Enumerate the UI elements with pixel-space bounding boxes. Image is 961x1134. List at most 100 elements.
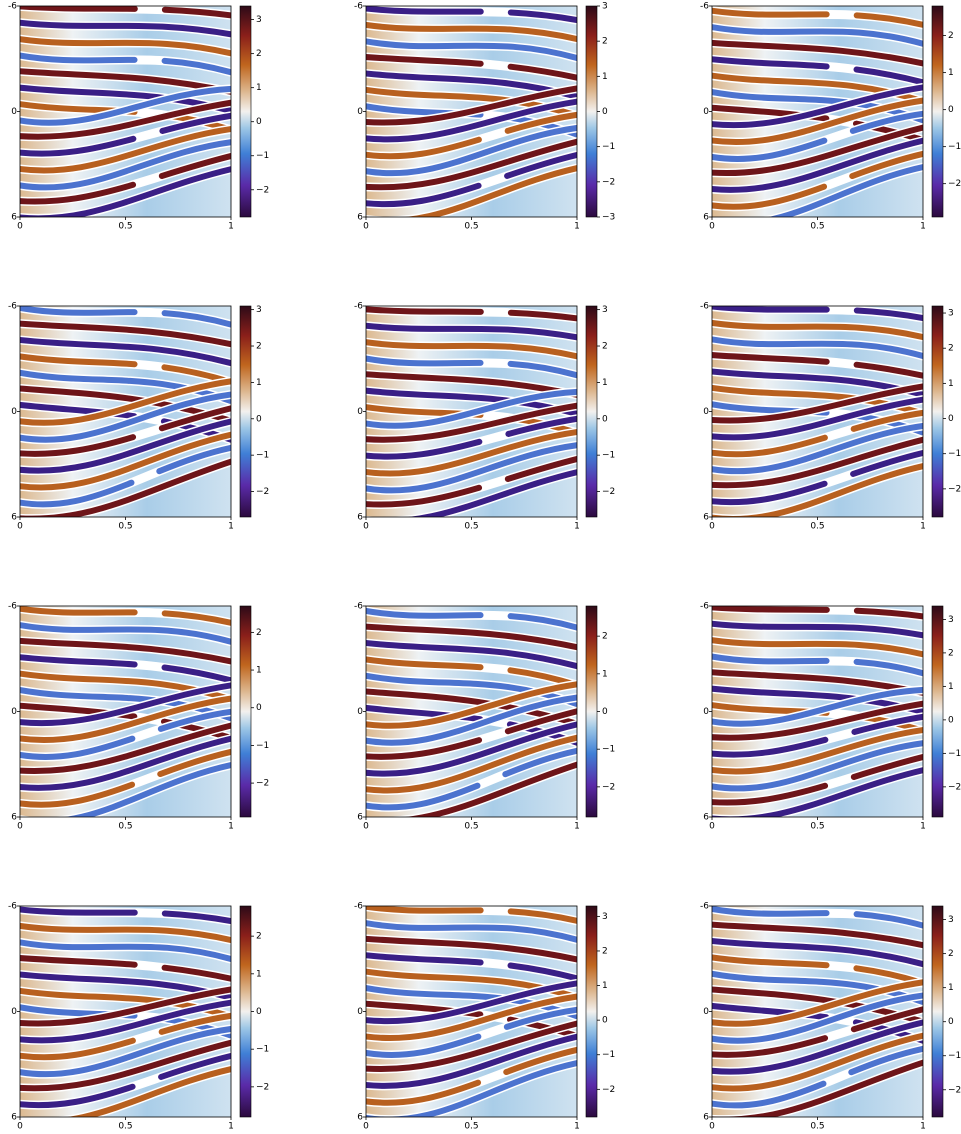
colorbar-tick-label: 2 [602,946,608,956]
x-tick-label: 0 [17,822,23,832]
field-stripe [712,409,923,458]
field-stripe [20,36,231,57]
colorbar-tick-label: 2 [948,648,954,658]
field [366,306,577,517]
colorbar-tick-label: −1 [256,451,269,461]
field-stripe [712,352,923,379]
y-tick-label: 0 [703,407,709,417]
colorbar-tick-label: 2 [602,632,608,642]
colorbar-tick-label: −2 [256,487,269,497]
field-stripe [712,7,923,28]
field-stripe [366,371,577,398]
y-tick-label: -6 [700,902,709,912]
field-stripe [712,137,923,193]
colorbar-tick-label: −1 [256,1045,269,1055]
colorbar-tick-label: −1 [948,749,961,759]
colorbar-tick-label: −2 [948,484,961,494]
colorbar-tick-label: −2 [602,487,615,497]
colorbar-tick-label: 2 [256,342,262,352]
x-tick-label: 1 [574,522,580,532]
field-stripe [20,695,231,744]
field-stripe [712,1059,923,1117]
colorbar-tick-label: 2 [256,49,262,59]
field-stripe [712,150,923,210]
field-stripe [712,700,923,741]
field-stripe [712,39,923,67]
field [712,6,923,217]
field-stripe [20,622,231,645]
field-stripe [366,993,577,1042]
colorbar [585,905,598,1118]
colorbar [931,5,944,218]
field-stripe [366,388,577,429]
y-tick-label: 6 [357,1113,363,1123]
field-stripe [712,88,923,124]
field-stripe [366,952,577,982]
field-stripe [20,99,231,140]
x-tick-label: 0.5 [464,522,478,532]
x-tick-label: 0 [363,222,369,232]
colorbar-tick-label: −2 [256,1082,269,1092]
colorbar-tick-label: 1 [256,666,262,676]
x-tick-label: 0 [17,1122,23,1132]
field-stripe [712,84,923,129]
x-tick-label: 0 [17,222,23,232]
colorbar-tick-label: 0 [602,1016,608,1026]
field-stripe [366,623,577,651]
field-stripe [20,378,231,426]
field-stripe [712,319,923,341]
colorbar-tick-label: 0 [948,1017,954,1027]
field-stripe [712,124,923,177]
field [20,306,231,517]
colorbar-tick-label: −2 [948,782,961,792]
field-stripe [20,722,231,775]
field-stripe [366,442,577,494]
x-tick-label: 1 [228,1122,234,1132]
field-stripe [767,164,923,217]
colorbar-tick-label: −1 [256,741,269,751]
y-tick-label: 6 [357,213,363,223]
colorbar-tick-label: 1 [256,969,262,979]
field-stripe [366,455,577,508]
colorbar-tick-label: 2 [948,949,954,959]
field-stripe [366,672,577,708]
x-tick-label: 0.5 [464,1122,478,1132]
field-stripe [366,125,577,177]
colorbar-tick-label: 3 [948,615,954,625]
colorbar-tick-label: 1 [948,682,954,692]
colorbar-tick-label: −3 [602,213,615,223]
field-stripe [20,391,231,443]
colorbar [585,5,598,218]
field-stripe [366,721,577,777]
field-stripe [366,151,577,208]
y-tick-label: -6 [8,302,17,312]
field-stripe [712,1019,923,1075]
field-stripe [366,339,577,360]
field-stripe [20,68,231,95]
field-stripe [712,937,923,968]
y-tick-label: -6 [354,902,363,912]
y-tick-label: 6 [357,813,363,823]
y-tick-label: 0 [703,107,709,117]
y-tick-label: -6 [8,2,17,12]
field-stripe [712,449,923,506]
field-stripe [20,431,231,491]
x-tick-label: 0 [709,822,715,832]
field-stripe [20,1039,231,1092]
y-tick-label: 0 [703,1007,709,1017]
field-stripe [366,984,577,1020]
colorbar [239,305,252,518]
colorbar [239,905,252,1118]
colorbar-tick-label: 2 [256,628,262,638]
field-stripe [20,1012,231,1061]
field-stripe [712,906,923,929]
colorbar-tick-label: 2 [602,37,608,47]
field-stripe [20,1026,231,1078]
x-tick-label: 0.5 [118,1122,132,1132]
field-stripe [366,38,577,62]
field-stripe [366,21,577,43]
field-stripe [366,607,577,631]
y-tick-label: 6 [357,513,363,523]
field-stripe [20,654,231,684]
